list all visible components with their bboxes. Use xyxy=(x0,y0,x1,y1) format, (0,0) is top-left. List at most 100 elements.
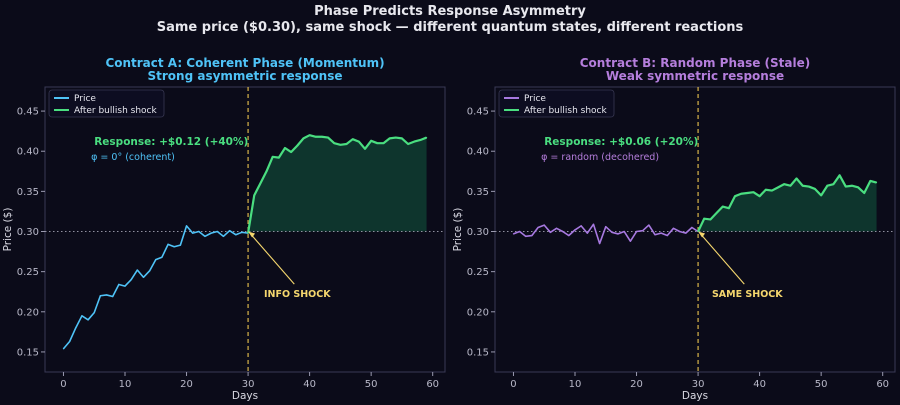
price-point xyxy=(93,311,95,314)
after-shock-point xyxy=(290,151,292,153)
after-shock-point xyxy=(321,136,323,138)
after-shock-point xyxy=(376,142,378,144)
after-shock-line xyxy=(246,134,427,234)
after-shock-point xyxy=(413,140,415,143)
x-tick-label: 10 xyxy=(569,379,582,390)
price-point xyxy=(210,232,212,234)
price-point xyxy=(685,232,687,234)
y-tick-label: 0.35 xyxy=(17,187,39,198)
x-tick-label: 0 xyxy=(60,379,66,390)
price-point xyxy=(623,230,625,233)
x-tick-label: 10 xyxy=(119,379,132,390)
legend-entry: Price xyxy=(74,94,96,104)
after-shock-point xyxy=(703,218,705,220)
after-shock-point xyxy=(401,137,403,139)
price-point xyxy=(198,230,200,233)
price-point xyxy=(666,234,668,237)
y-tick-label: 0.40 xyxy=(17,147,39,158)
price-point xyxy=(241,231,243,233)
figure-title: Phase Predicts Response Asymmetry xyxy=(314,4,586,19)
after-shock-point xyxy=(869,180,871,182)
price-point xyxy=(512,233,515,235)
annotation-text: INFO SHOCK xyxy=(264,289,331,300)
after-shock-point xyxy=(253,194,255,196)
price-point xyxy=(568,234,570,237)
panel-subtitle: Strong asymmetric response xyxy=(148,69,343,83)
price-point xyxy=(574,229,576,231)
chart-panel-b: Contract B: Random Phase (Stale)Weak sym… xyxy=(452,56,896,402)
chart-panel-a: Contract A: Coherent Phase (Momentum)Str… xyxy=(2,56,446,402)
after-shock-point xyxy=(734,195,736,197)
price-point xyxy=(654,234,656,236)
response-fill-area xyxy=(698,175,877,232)
after-shock-point xyxy=(272,156,274,158)
x-tick-label: 30 xyxy=(692,379,705,390)
price-point xyxy=(537,226,539,229)
price-point xyxy=(62,348,65,350)
figure-title-block: Phase Predicts Response Asymmetry Same p… xyxy=(0,4,900,36)
after-shock-point xyxy=(863,192,865,194)
x-tick-label: 30 xyxy=(242,379,255,390)
after-shock-point xyxy=(364,148,366,150)
price-point xyxy=(660,232,662,234)
x-tick-label: 50 xyxy=(365,379,378,390)
y-tick-label: 0.30 xyxy=(467,227,489,238)
price-point xyxy=(204,235,206,237)
y-tick-label: 0.15 xyxy=(17,347,39,358)
price-point xyxy=(118,283,120,286)
after-shock-point xyxy=(382,142,385,144)
price-point xyxy=(562,230,564,233)
annotation-arrow xyxy=(250,234,295,285)
price-point xyxy=(555,227,558,229)
y-tick-label: 0.45 xyxy=(17,107,39,118)
after-shock-point xyxy=(425,136,428,139)
after-shock-point xyxy=(247,232,249,234)
figure-subtitle: Same price ($0.30), same shock — differe… xyxy=(156,20,744,35)
after-shock-point xyxy=(789,185,791,187)
price-point xyxy=(648,224,650,226)
price-point xyxy=(87,319,89,321)
y-tick-label: 0.35 xyxy=(467,187,489,198)
price-point xyxy=(617,233,619,235)
price-point xyxy=(124,285,126,287)
price-point xyxy=(592,223,595,225)
price-point xyxy=(611,231,613,233)
after-shock-point xyxy=(783,183,785,185)
price-point xyxy=(112,295,114,298)
x-tick-label: 60 xyxy=(426,379,439,390)
after-shock-point xyxy=(722,206,724,208)
after-shock-point xyxy=(419,139,421,141)
price-point xyxy=(167,243,169,245)
price-point xyxy=(75,327,77,329)
price-point xyxy=(155,259,157,261)
y-tick-label: 0.40 xyxy=(467,147,489,158)
legend-entry: After bullish shock xyxy=(524,106,607,116)
after-shock-point xyxy=(759,195,761,197)
price-point xyxy=(549,231,551,233)
after-shock-point xyxy=(814,188,816,190)
price-point xyxy=(635,230,638,233)
x-tick-label: 40 xyxy=(753,379,766,390)
after-shock-point xyxy=(265,170,268,172)
price-point xyxy=(586,232,588,234)
after-shock-point xyxy=(839,174,841,176)
after-shock-point xyxy=(327,136,329,139)
price-point xyxy=(580,225,582,227)
price-point xyxy=(99,295,101,297)
legend: Price After bullish shock xyxy=(48,89,165,118)
price-point xyxy=(149,270,151,272)
price-point xyxy=(679,230,681,233)
x-tick-label: 60 xyxy=(876,379,889,390)
price-point xyxy=(235,234,237,236)
phase-text: φ = random (decohered) xyxy=(541,152,659,163)
after-shock-point xyxy=(832,183,835,185)
annotation-arrowhead xyxy=(248,231,256,238)
after-shock-point xyxy=(740,193,742,195)
price-point xyxy=(161,256,163,258)
after-shock-point xyxy=(407,143,409,145)
y-tick-label: 0.25 xyxy=(467,267,489,278)
price-point xyxy=(599,242,601,245)
price-point xyxy=(229,230,231,232)
after-shock-point xyxy=(808,185,810,188)
